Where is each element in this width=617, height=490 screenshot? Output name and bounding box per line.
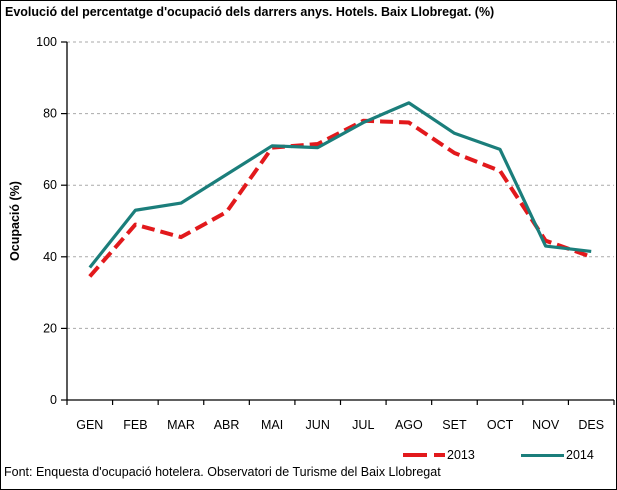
x-category-label: MAI xyxy=(261,418,283,432)
series-line-2013 xyxy=(88,118,592,278)
chart-title: Evolució del percentatge d'ocupació dels… xyxy=(5,5,495,19)
x-category-label: FEB xyxy=(123,418,147,432)
x-category-label: JUN xyxy=(306,418,330,432)
x-category-label: DES xyxy=(578,418,604,432)
legend-item-2013: 2013 xyxy=(403,447,475,463)
x-category-label: OCT xyxy=(487,418,514,432)
x-category-label: GEN xyxy=(76,418,103,432)
x-category-label: AGO xyxy=(395,418,423,432)
chart-legend: 2013 2014 xyxy=(1,447,616,463)
y-tick-label: 20 xyxy=(43,321,57,335)
y-tick-label: 100 xyxy=(36,35,57,49)
x-category-label: SET xyxy=(442,418,467,432)
occupancy-line-chart: 0 20 40 60 80 100 GEN FEB MAR ABR MAI JUN JUL AGO SET O… xyxy=(36,35,615,432)
y-tick-label: 60 xyxy=(43,178,57,192)
source-footnote: Font: Enquesta d'ocupació hotelera. Obse… xyxy=(4,465,441,479)
y-tick-label: 0 xyxy=(50,393,57,407)
x-category-label: NOV xyxy=(532,418,560,432)
x-category-label: JUL xyxy=(352,418,374,432)
legend-label-2014: 2014 xyxy=(566,448,594,462)
legend-dashed-line-icon xyxy=(403,453,427,457)
legend-dashed-line-icon xyxy=(434,453,445,457)
x-category-label: ABR xyxy=(214,418,240,432)
legend-label-2013: 2013 xyxy=(447,448,475,462)
y-tick-label: 80 xyxy=(43,107,57,121)
legend-item-2014: 2014 xyxy=(521,447,594,463)
series-line-2014 xyxy=(88,101,592,269)
x-category-label: MAR xyxy=(167,418,195,432)
legend-solid-line-icon xyxy=(521,453,564,457)
y-tick-label: 40 xyxy=(43,250,57,264)
